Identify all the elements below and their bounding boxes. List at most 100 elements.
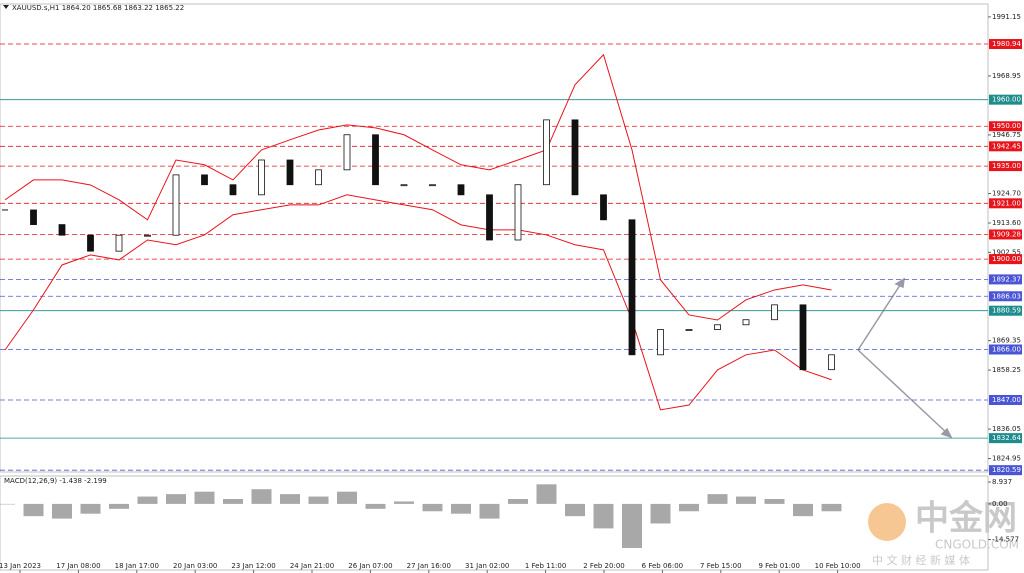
- macd-tick-label: 8.937: [992, 478, 1012, 486]
- macd-bar: [593, 503, 614, 529]
- macd-bar: [80, 503, 101, 514]
- candle: [315, 169, 322, 186]
- y-tick-label: 1913.60: [992, 219, 1021, 227]
- x-tick-label: 20 Jan 03:00: [173, 562, 217, 570]
- candle: [372, 134, 379, 186]
- level-label: 1832.64: [992, 434, 1021, 442]
- level-tag: [989, 305, 1022, 316]
- level-label: 1847.00: [992, 396, 1021, 404]
- candle: [429, 184, 436, 187]
- x-tick-label: 6 Feb 06:00: [642, 562, 683, 570]
- chart-title: XAUUSD.s,H1 1864.20 1865.68 1863.22 1865…: [12, 4, 184, 12]
- watermark-slogan: 中 文 财 经 新 媒 体: [872, 553, 970, 567]
- macd-bar: [536, 484, 557, 504]
- candle: [400, 184, 408, 187]
- candle: [742, 319, 750, 326]
- x-tick-label: 10 Feb 10:00: [815, 562, 861, 570]
- candle: [799, 304, 807, 371]
- watermark-logo: 中金网: [915, 499, 1017, 539]
- candle: [144, 234, 151, 237]
- candle: [828, 354, 835, 371]
- y-tick-label: 1968.95: [992, 72, 1021, 80]
- macd-bar: [622, 503, 642, 548]
- macd-bar: [565, 503, 585, 517]
- macd-bar: [479, 503, 500, 519]
- macd-bar: [707, 494, 728, 504]
- y-tick-label: 1836.05: [992, 425, 1021, 433]
- y-tick-label: 1991.15: [992, 13, 1021, 21]
- candle: [87, 234, 94, 252]
- level-label: 1935.00: [992, 162, 1021, 170]
- arrow-up-head: [894, 277, 905, 289]
- candle: [657, 329, 664, 356]
- y-tick-label: 1924.70: [992, 189, 1021, 197]
- y-tick-label: 1858.25: [992, 366, 1021, 374]
- macd-title: MACD(12,26,9) -1.438 -2.199: [4, 477, 107, 485]
- macd-bar: [422, 503, 443, 512]
- macd-bar: [223, 499, 243, 504]
- candle: [771, 304, 778, 321]
- candle: [685, 329, 693, 331]
- macd-bar: [137, 496, 158, 504]
- level-tag: [989, 394, 1022, 405]
- level-tag: [989, 94, 1022, 105]
- macd-frame: [0, 475, 989, 571]
- main-frame: [0, 3, 989, 473]
- level-label: 1980.94: [992, 40, 1021, 48]
- x-tick-label: 26 Jan 07:00: [348, 562, 392, 570]
- level-label: 1942.45: [992, 142, 1021, 150]
- arrow-down: [857, 349, 949, 435]
- x-tick-label: 27 Jan 16:00: [407, 562, 451, 570]
- level-label: 1960.00: [992, 96, 1021, 104]
- macd-bar: [764, 499, 785, 504]
- level-tag: [989, 274, 1022, 285]
- level-tag: [989, 121, 1022, 132]
- candle: [115, 234, 123, 252]
- candle: [30, 209, 37, 225]
- arrow-up: [857, 281, 903, 351]
- level-tag: [989, 465, 1022, 476]
- level-label: 1892.37: [992, 275, 1021, 283]
- level-label: 1950.00: [992, 122, 1021, 130]
- macd-bar: [736, 496, 756, 504]
- x-tick-label: 18 Jan 17:00: [115, 562, 159, 570]
- level-tag: [989, 433, 1022, 444]
- level-label: 1900.00: [992, 255, 1021, 263]
- candle: [514, 184, 522, 241]
- arrow-down-head: [940, 427, 953, 439]
- macd-bar: [109, 503, 129, 509]
- level-label: 1866.00: [992, 345, 1021, 353]
- watermark-site: CNGOLD.COM: [935, 538, 1019, 552]
- candle: [229, 184, 237, 196]
- band-line: [4, 194, 832, 411]
- x-tick-label: 31 Jan 02:00: [465, 562, 509, 570]
- macd-tick-label: 0.00: [992, 500, 1008, 508]
- macd-bar: [308, 496, 329, 504]
- forecast-arrows: [857, 277, 953, 439]
- candle: [286, 159, 294, 186]
- candle: [714, 324, 721, 330]
- macd-tick-label: -14.577: [992, 536, 1019, 544]
- x-tick-label: 9 Feb 01:00: [758, 562, 799, 570]
- x-tick-label: 7 Feb 15:00: [700, 562, 741, 570]
- level-tag: [989, 161, 1022, 172]
- candle: [486, 194, 493, 241]
- level-tag: [989, 254, 1022, 265]
- macd-bar: [394, 501, 414, 504]
- level-tag: [989, 291, 1022, 302]
- macd-bar: [0, 503, 15, 505]
- macd-bar: [52, 503, 72, 519]
- macd-bar: [166, 494, 186, 504]
- level-label: 1921.00: [992, 199, 1021, 207]
- menu-icon: [3, 5, 9, 9]
- candle: [543, 119, 550, 186]
- x-tick-label: 23 Jan 12:00: [231, 562, 275, 570]
- level-tag: [989, 229, 1022, 240]
- level-tag: [989, 198, 1022, 209]
- macd-bar: [793, 503, 813, 517]
- macd-bar: [679, 503, 699, 512]
- y-tick-label: 1869.35: [992, 337, 1021, 345]
- level-tag: [989, 141, 1022, 152]
- candle: [58, 224, 66, 236]
- macd-bar: [337, 491, 357, 504]
